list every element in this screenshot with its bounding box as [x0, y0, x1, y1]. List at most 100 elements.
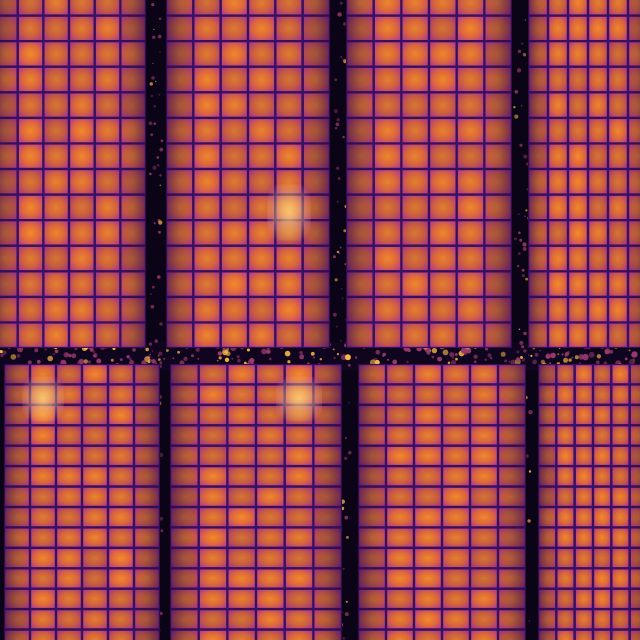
debris-speck: [151, 350, 153, 352]
debris-speck: [132, 348, 136, 352]
debris-speck: [545, 354, 550, 359]
debris-speck: [265, 349, 271, 354]
debris-speck: [344, 612, 349, 617]
debris-speck: [218, 356, 222, 360]
debris-speck: [485, 347, 489, 351]
debris-speck: [126, 355, 130, 359]
debris-speck: [54, 349, 59, 354]
debris-speck: [225, 351, 231, 357]
debris-speck: [392, 359, 398, 365]
debris-speck: [514, 90, 519, 94]
debris-speck: [342, 567, 345, 570]
debris-speck: [624, 357, 628, 361]
debris-speck: [268, 357, 272, 361]
debris-speck: [89, 347, 94, 352]
debris-speck: [355, 356, 358, 359]
debris-speck: [247, 359, 254, 365]
debris-speck: [336, 201, 339, 203]
debris-speck: [119, 358, 123, 361]
debris-speck: [71, 353, 77, 359]
debris-speck: [299, 351, 303, 355]
debris-speck: [153, 105, 157, 108]
debris-speck: [153, 122, 157, 125]
debris-speck: [534, 352, 539, 357]
debris-speck: [523, 331, 527, 336]
debris-speck: [504, 359, 508, 363]
debris-speck: [521, 345, 525, 349]
debris-speck: [582, 353, 589, 361]
debris-speck: [145, 347, 149, 352]
debris-speck: [87, 360, 91, 364]
debris-speck: [532, 359, 537, 365]
debris-speck: [514, 237, 517, 241]
debris-speck: [386, 358, 390, 361]
debris-speck: [455, 353, 458, 356]
debris-speck: [442, 349, 449, 356]
debris-speck: [464, 352, 467, 356]
debris-speck: [231, 357, 234, 360]
debris-speck: [150, 304, 155, 309]
debris-speck: [160, 529, 164, 532]
debris-speck: [519, 238, 523, 242]
debris-speck: [10, 354, 17, 360]
debris-speck: [449, 352, 455, 358]
thermal-hotspot: [267, 184, 311, 241]
debris-speck: [151, 359, 156, 364]
debris-speck: [517, 49, 522, 54]
debris-speck: [519, 340, 524, 345]
debris-speck: [344, 354, 351, 361]
debris-speck: [217, 351, 223, 356]
solar-panel: [358, 364, 526, 640]
debris-speck: [2, 350, 7, 355]
debris-speck: [516, 357, 521, 362]
debris-speck: [525, 209, 528, 212]
solar-panel: [538, 364, 640, 640]
debris-speck: [157, 34, 162, 39]
debris-speck: [382, 354, 385, 357]
debris-speck: [521, 268, 525, 272]
debris-speck: [149, 353, 152, 356]
debris-speck: [552, 352, 556, 357]
debris-speck: [437, 356, 442, 362]
debris-speck: [159, 322, 163, 326]
debris-speck: [561, 353, 564, 356]
debris-speck: [539, 349, 541, 352]
debris-speck: [340, 339, 342, 342]
solar-panel: [528, 0, 640, 348]
debris-speck: [53, 353, 55, 355]
debris-speck: [63, 352, 69, 358]
debris-speck: [44, 348, 47, 351]
debris-speck: [36, 359, 41, 364]
debris-speck: [332, 348, 335, 351]
debris-speck: [431, 355, 435, 359]
debris-speck: [237, 358, 241, 363]
debris-speck: [406, 360, 409, 364]
debris-speck: [517, 264, 520, 268]
panel-edge-shade: [0, 0, 146, 348]
panel-edge-shade: [346, 0, 512, 348]
debris-speck: [567, 350, 570, 354]
panel-edge-shade: [166, 0, 330, 348]
debris-speck: [319, 358, 322, 361]
debris-speck: [83, 359, 89, 364]
debris-speck: [93, 350, 96, 353]
debris-speck: [522, 242, 527, 247]
debris-speck: [155, 362, 158, 365]
debris-speck: [528, 410, 533, 415]
debris-speck: [447, 361, 451, 365]
debris-speck: [524, 215, 526, 217]
debris-speck: [287, 360, 291, 364]
debris-speck: [549, 362, 552, 365]
debris-speck: [508, 360, 511, 363]
debris-speck: [148, 121, 153, 126]
debris-speck: [159, 147, 164, 152]
debris-speck: [516, 350, 520, 354]
debris-speck: [473, 354, 478, 359]
debris-speck: [93, 354, 97, 358]
debris-speck: [524, 19, 527, 21]
debris-speck: [521, 358, 525, 362]
panel-edge-shade: [538, 364, 640, 640]
debris-speck: [596, 360, 600, 365]
